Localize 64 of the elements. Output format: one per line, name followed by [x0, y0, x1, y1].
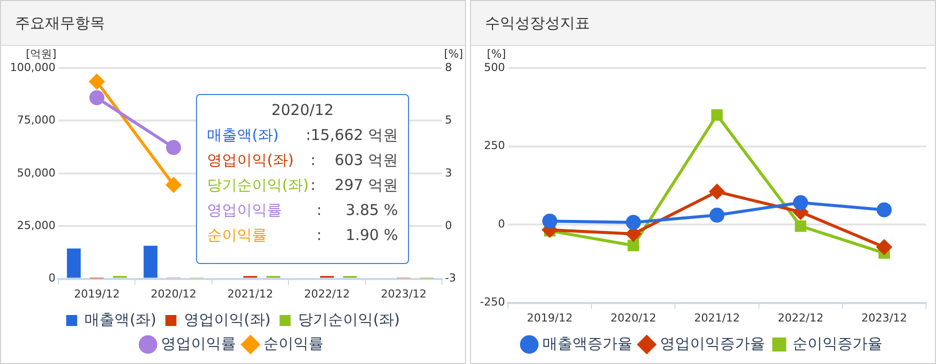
legend-label: 영업이익증가율: [660, 334, 765, 352]
y-axis-title: [%]: [486, 47, 506, 60]
point: [166, 177, 182, 192]
chart-title: 주요재무항목: [1, 1, 465, 46]
point: [876, 240, 892, 255]
point: [628, 240, 640, 252]
point: [793, 195, 808, 210]
y-tick-label: 500: [484, 60, 505, 74]
legend-label: 당기순이익(좌): [298, 310, 400, 328]
y-axis-title: [억원]: [26, 47, 56, 60]
y2-axis-title: [%]: [444, 47, 464, 60]
chart-title: 수익성장성지표: [471, 1, 935, 46]
annotation: 당기순이익(좌): [207, 175, 309, 196]
legend-label: 매출액(좌): [84, 310, 156, 328]
annotation: : 1.90 %: [316, 225, 398, 246]
legend-label: 영업이익(좌): [184, 310, 271, 328]
point: [542, 214, 558, 229]
legend-label: 순이익률: [264, 334, 324, 352]
y2-tick-label: 0: [445, 218, 452, 232]
bar: [144, 246, 158, 278]
point: [166, 140, 182, 156]
y2-tick-label: 5: [445, 114, 452, 127]
x-tick-label: 2021/12: [227, 287, 274, 300]
annotation: : 603 억원: [310, 150, 398, 171]
point: [89, 90, 104, 106]
y-tick-label: 250: [484, 139, 505, 152]
annotation: 영업이익(좌): [207, 150, 294, 171]
y-tick-label: 50,000: [16, 166, 56, 180]
x-tick-label: 2023/12: [861, 311, 908, 324]
point: [626, 214, 641, 230]
point: [876, 202, 892, 218]
point: [794, 220, 806, 232]
y-tick-label: 25,000: [16, 218, 56, 232]
y2-tick-label: 8: [445, 60, 452, 74]
x-tick-label: 2023/12: [380, 287, 427, 300]
x-tick-label: 2019/12: [526, 311, 573, 324]
x-tick-label: 2021/12: [694, 311, 740, 324]
y-tick-label: 75,000: [16, 114, 56, 127]
annotation: : 3.85 %: [316, 200, 398, 221]
y-tick-label: 0: [498, 217, 505, 230]
x-tick-label: 2019/12: [74, 287, 120, 300]
annotation: :15,662 억원: [306, 125, 398, 146]
point: [709, 208, 724, 223]
annotation: : 297 억원: [310, 175, 398, 196]
bar: [66, 248, 81, 278]
x-tick-label: 2022/12: [304, 287, 350, 300]
legend-label: 영업이익률: [161, 334, 236, 352]
x-tick-label: 2022/12: [778, 311, 824, 324]
annotation: 영업이익률: [207, 200, 282, 221]
annotation: 2020/12: [270, 101, 335, 119]
annotation: 순이익률: [207, 225, 267, 246]
annotation: 매출액(좌): [207, 125, 279, 146]
y2-tick-label: 3: [445, 166, 452, 180]
legend-label: 순이익증가율: [792, 334, 882, 352]
point: [711, 109, 723, 121]
y2-tick-label: -3: [445, 272, 456, 285]
x-tick-label: 2020/12: [610, 311, 656, 324]
point: [709, 184, 724, 200]
y-tick-label: -250: [480, 296, 505, 309]
y-tick-label: 0: [48, 272, 56, 285]
point: [89, 74, 104, 90]
y-tick-label: 100,000: [10, 60, 56, 74]
x-tick-label: 2020/12: [150, 287, 196, 300]
legend-label: 매출액증가율: [542, 334, 632, 352]
